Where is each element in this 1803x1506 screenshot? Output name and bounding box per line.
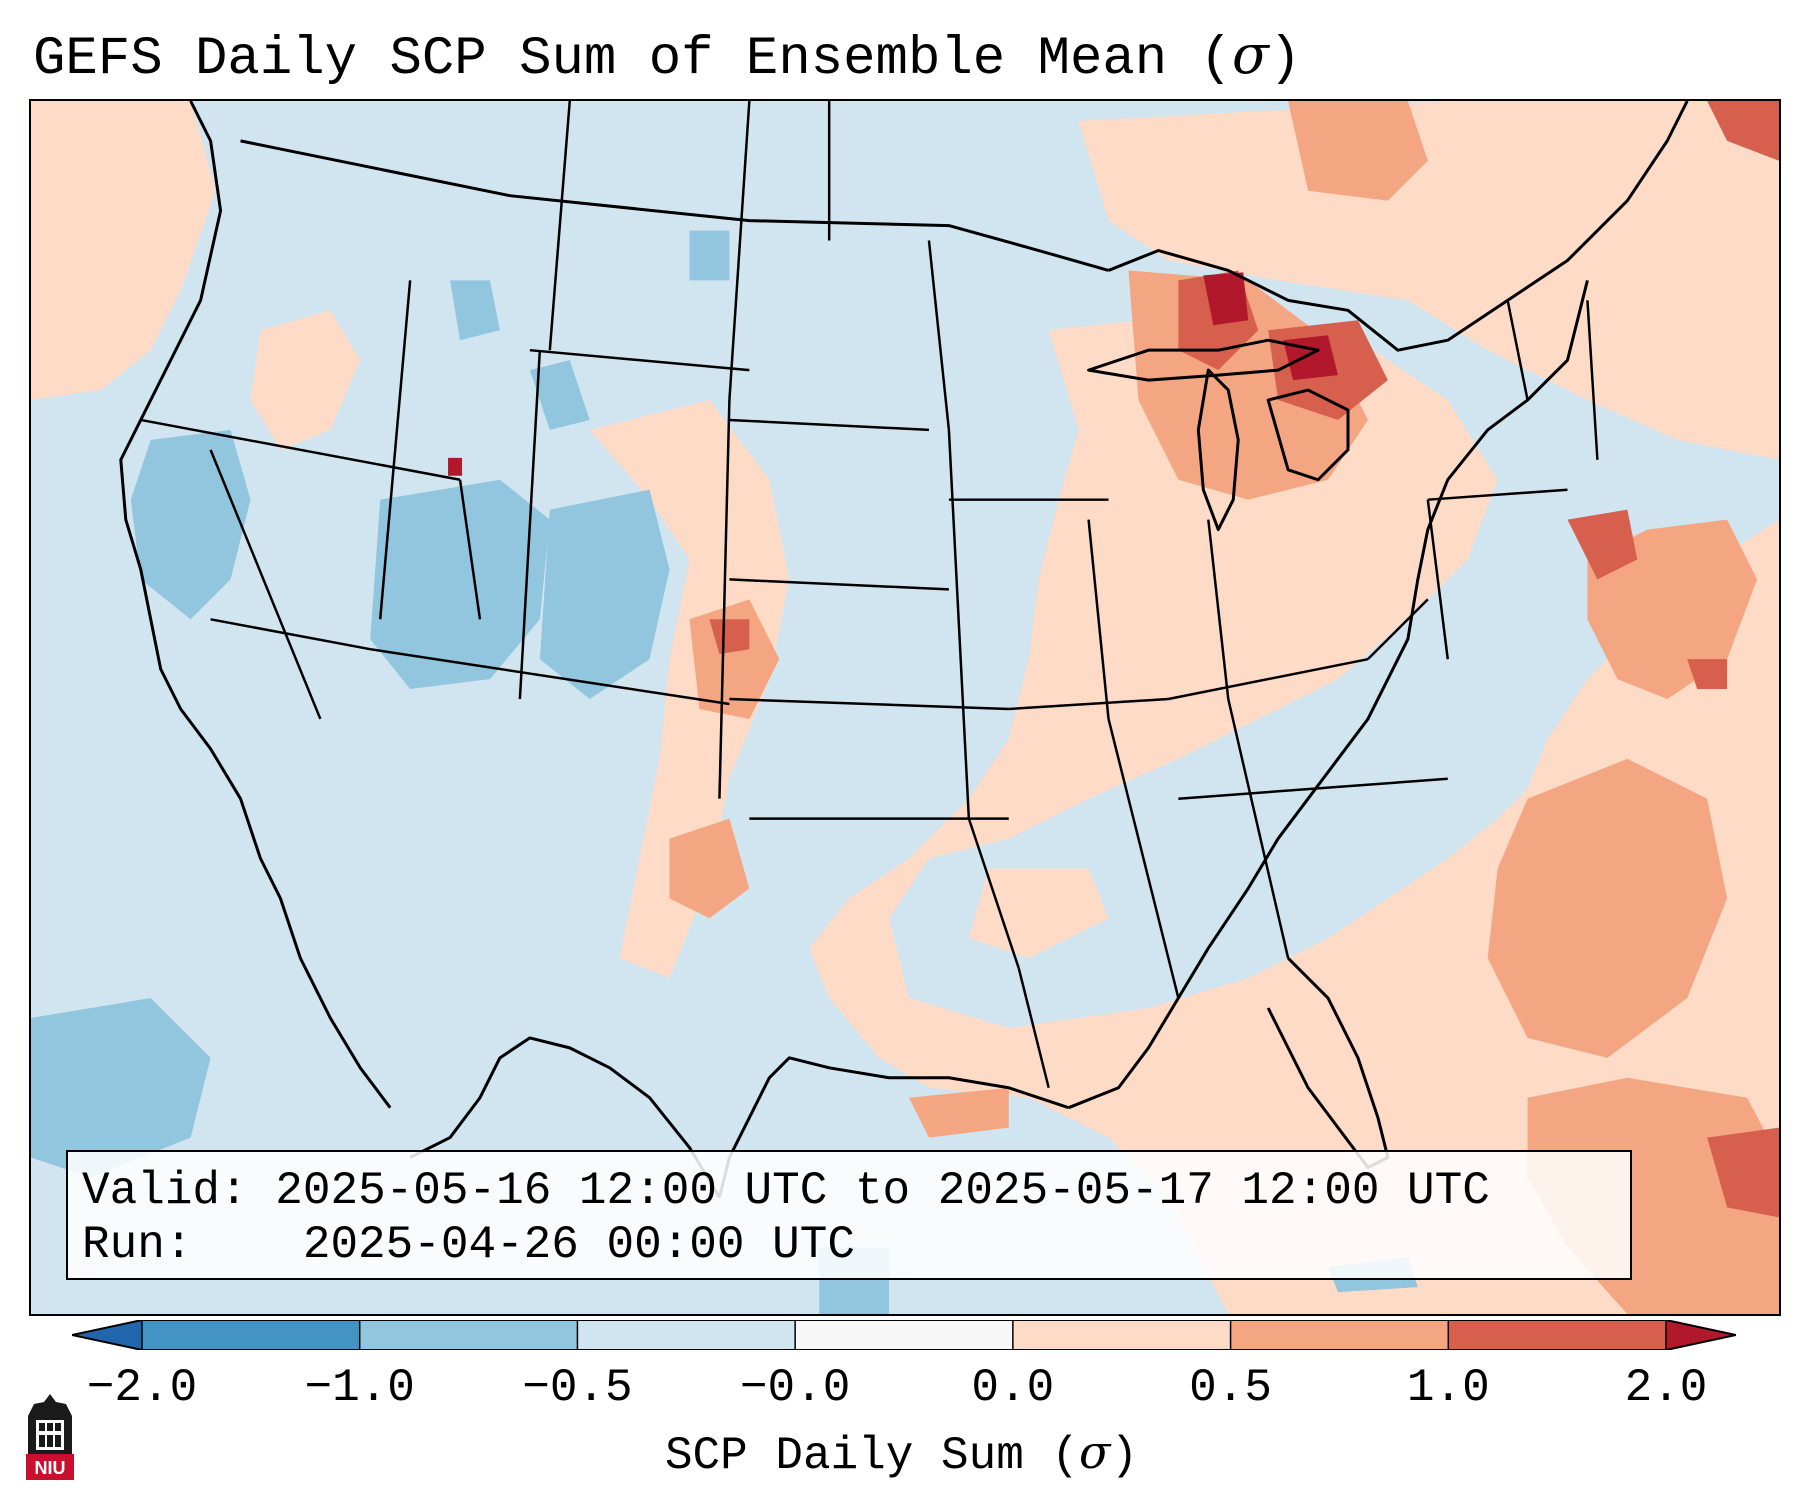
great-lakes-north <box>1107 101 1689 352</box>
lake-superior <box>1087 338 1320 382</box>
colorbar-under-extension <box>72 1320 142 1350</box>
valid-run-info-box: Valid: 2025-05-16 12:00 UTC to 2025-05-1… <box>66 1150 1632 1280</box>
colorbar-label-sigma-symbol: σ <box>1079 1425 1111 1479</box>
colorbar-tick-label: 1.0 <box>1406 1362 1490 1414</box>
valid-value: 2025-05-16 12:00 UTC to 2025-05-17 12:00… <box>275 1165 1490 1217</box>
texas-mexico-border <box>409 1036 721 1199</box>
colorbar-bin <box>142 1320 361 1350</box>
colorbar-bin <box>795 1320 1014 1350</box>
colorbar-tick-label: −0.5 <box>522 1362 633 1414</box>
state-borders <box>140 101 1599 1089</box>
title-prefix: GEFS Daily SCP Sum of Ensemble Mean ( <box>33 29 1232 90</box>
lake-huron <box>1266 388 1350 482</box>
colorbar-bin <box>1012 1320 1232 1350</box>
colorbar-svg <box>72 1320 1736 1350</box>
coastlines-and-borders <box>119 101 1689 1199</box>
colorbar-label: SCP Daily Sum (σ) <box>0 1426 1803 1482</box>
west-coast <box>119 101 392 1109</box>
colorbar-tick-label: −0.0 <box>739 1362 851 1414</box>
colorbar-tick-label: 0.5 <box>1189 1362 1272 1414</box>
gulf-coast <box>717 1056 1070 1198</box>
colorbar-label-prefix: SCP Daily Sum ( <box>664 1430 1080 1482</box>
niu-logo: NIU <box>22 1392 78 1484</box>
colorbar-tick-label: −1.0 <box>304 1362 415 1414</box>
anomaly-fill-0-0.5 <box>31 101 1779 1314</box>
canada-border <box>240 139 1109 272</box>
valid-row: Valid: 2025-05-16 12:00 UTC to 2025-05-1… <box>82 1164 1630 1218</box>
colorbar-over-extension <box>1666 1320 1736 1350</box>
title-sigma-symbol: σ <box>1232 23 1269 86</box>
run-label: Run: <box>82 1219 193 1271</box>
run-value: 2025-04-26 00:00 UTC <box>302 1219 855 1271</box>
map-panel <box>29 99 1781 1316</box>
scp-anomaly-map <box>31 101 1779 1314</box>
colorbar-bin <box>1230 1320 1449 1350</box>
chart-title: GEFS Daily SCP Sum of Ensemble Mean (σ) <box>33 24 1301 91</box>
colorbar-bin <box>359 1320 578 1350</box>
colorbar-bin <box>1448 1320 1667 1350</box>
colorbar-tick-label: 2.0 <box>1624 1362 1708 1414</box>
colorbar <box>72 1320 1736 1350</box>
niu-logo-icon: NIU <box>26 1394 74 1480</box>
lake-michigan <box>1196 368 1240 532</box>
colorbar-tick-label: 0.0 <box>971 1362 1055 1414</box>
colorbar-bin <box>577 1320 796 1350</box>
svg-text:NIU: NIU <box>35 1458 66 1478</box>
colorbar-tick-label: −2.0 <box>86 1362 198 1414</box>
colorbar-label-suffix: ) <box>1110 1430 1139 1482</box>
valid-label: Valid: <box>82 1165 248 1217</box>
title-suffix: ) <box>1268 29 1302 90</box>
run-row: Run: 2025-04-26 00:00 UTC <box>82 1218 1630 1272</box>
